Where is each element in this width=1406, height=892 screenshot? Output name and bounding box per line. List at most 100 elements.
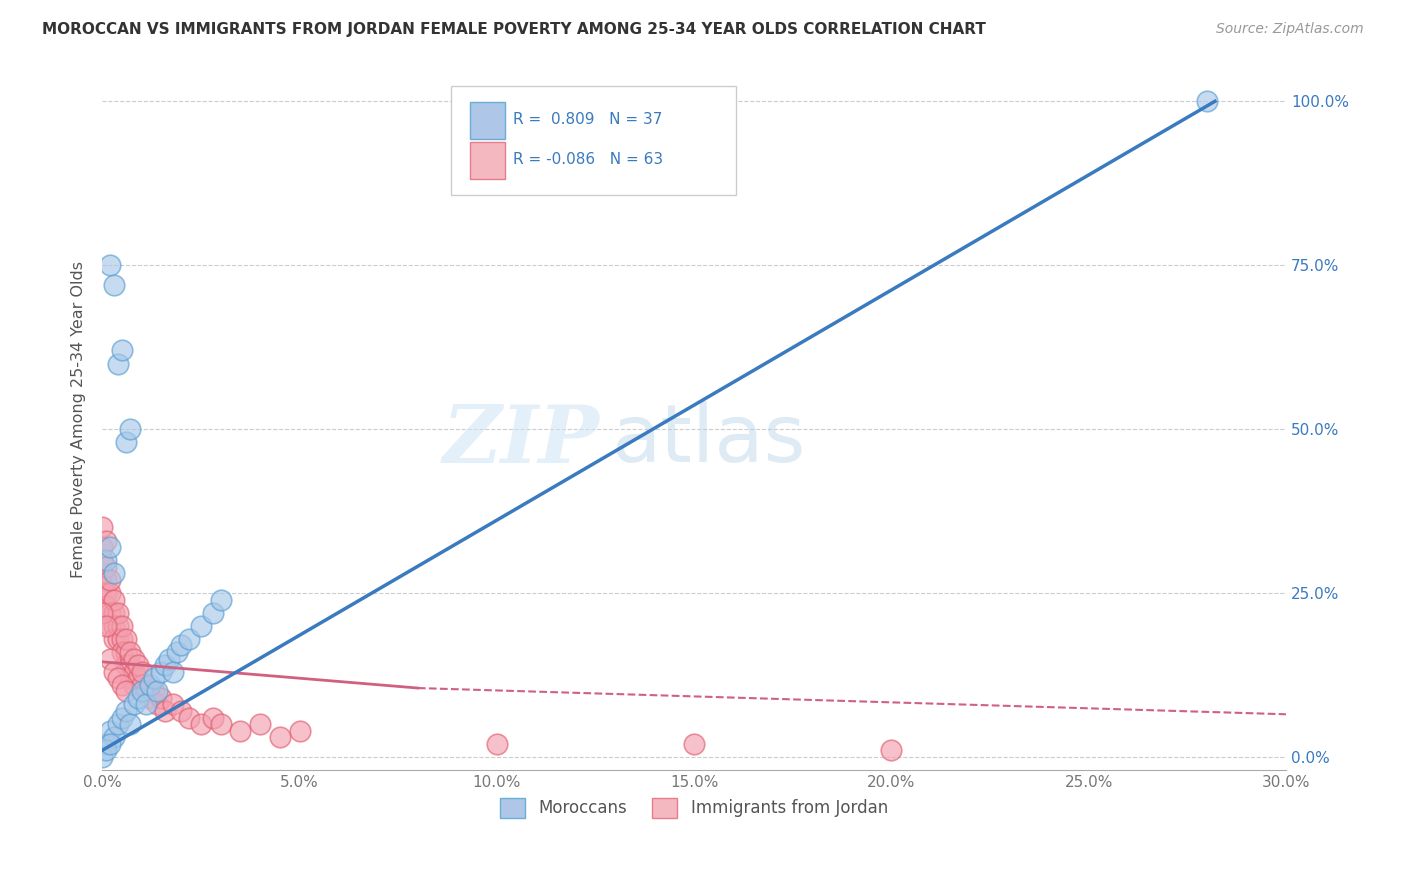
Point [111, 710, 134, 724]
Point [122, 698, 145, 712]
Point [138, 690, 160, 705]
Point [150, 665, 173, 679]
Point [103, 277, 125, 292]
Point [162, 665, 184, 679]
Point [127, 690, 149, 705]
Point [485, 737, 508, 751]
Y-axis label: Female Poverty Among 25-34 Year Olds: Female Poverty Among 25-34 Year Olds [72, 260, 86, 578]
Point [131, 678, 153, 692]
Point [91, 520, 114, 534]
Text: Source: ZipAtlas.com: Source: ZipAtlas.com [1216, 22, 1364, 37]
Point [107, 671, 129, 685]
Point [170, 639, 193, 653]
Point [107, 606, 129, 620]
Point [138, 678, 160, 692]
Point [122, 651, 145, 665]
Point [103, 606, 125, 620]
Point [118, 671, 141, 685]
Text: ZIP: ZIP [443, 401, 599, 479]
Point [150, 690, 173, 705]
Point [229, 723, 252, 738]
Text: R =  0.809   N = 37: R = 0.809 N = 37 [513, 112, 662, 128]
Point [880, 743, 903, 757]
Point [115, 435, 138, 450]
Point [98, 573, 121, 587]
Point [96, 586, 118, 600]
Point [111, 632, 134, 646]
Point [96, 573, 118, 587]
Legend: Moroccans, Immigrants from Jordan: Moroccans, Immigrants from Jordan [494, 791, 894, 825]
Point [91, 579, 114, 593]
Point [118, 422, 141, 436]
Point [142, 671, 165, 685]
FancyBboxPatch shape [471, 103, 505, 138]
Point [98, 606, 121, 620]
Point [118, 645, 141, 659]
Point [98, 586, 121, 600]
Text: R = -0.086   N = 63: R = -0.086 N = 63 [513, 153, 664, 167]
Text: MOROCCAN VS IMMIGRANTS FROM JORDAN FEMALE POVERTY AMONG 25-34 YEAR OLDS CORRELAT: MOROCCAN VS IMMIGRANTS FROM JORDAN FEMAL… [42, 22, 986, 37]
Point [177, 710, 200, 724]
Point [96, 533, 118, 548]
Point [103, 566, 125, 581]
Point [118, 658, 141, 673]
Point [103, 592, 125, 607]
Point [131, 684, 153, 698]
Point [190, 717, 212, 731]
Point [98, 619, 121, 633]
Point [96, 599, 118, 613]
Point [249, 717, 271, 731]
Point [115, 645, 138, 659]
Point [96, 553, 118, 567]
Point [118, 717, 141, 731]
Point [115, 658, 138, 673]
Point [107, 717, 129, 731]
Point [131, 665, 153, 679]
Point [135, 698, 157, 712]
Point [170, 704, 193, 718]
Point [155, 704, 177, 718]
Point [122, 665, 145, 679]
Point [201, 606, 224, 620]
Point [111, 619, 134, 633]
Point [91, 566, 114, 581]
Point [146, 684, 169, 698]
Point [177, 632, 200, 646]
Text: atlas: atlas [612, 401, 806, 479]
Point [107, 632, 129, 646]
Point [127, 671, 149, 685]
Point [269, 730, 291, 744]
Point [683, 737, 706, 751]
Point [135, 684, 157, 698]
Point [98, 723, 121, 738]
Point [103, 665, 125, 679]
Point [91, 606, 114, 620]
Point [98, 737, 121, 751]
Point [142, 684, 165, 698]
Point [111, 678, 134, 692]
Point [98, 540, 121, 554]
Point [115, 632, 138, 646]
Point [103, 632, 125, 646]
Point [111, 645, 134, 659]
Point [209, 592, 232, 607]
Point [1195, 95, 1218, 109]
Point [122, 678, 145, 692]
Point [115, 684, 138, 698]
Point [201, 710, 224, 724]
Point [91, 750, 114, 764]
FancyBboxPatch shape [451, 86, 735, 194]
Point [111, 343, 134, 358]
Point [96, 559, 118, 574]
Point [155, 658, 177, 673]
FancyBboxPatch shape [471, 142, 505, 178]
Point [162, 698, 184, 712]
Point [91, 553, 114, 567]
Point [190, 619, 212, 633]
Point [96, 743, 118, 757]
Point [96, 737, 118, 751]
Point [115, 704, 138, 718]
Point [98, 258, 121, 272]
Point [96, 619, 118, 633]
Point [146, 698, 169, 712]
